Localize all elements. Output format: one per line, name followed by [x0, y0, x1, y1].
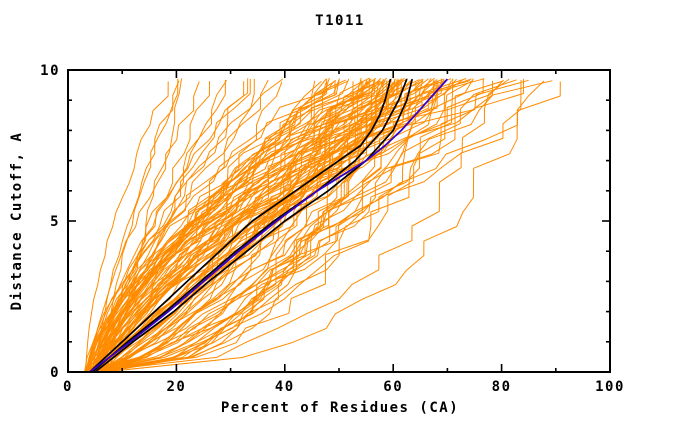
ensemble-curve — [92, 81, 245, 373]
y-tick-label: 10 — [40, 63, 60, 79]
ensemble-curve — [85, 78, 484, 373]
x-tick-label: 100 — [595, 379, 625, 395]
ensemble-curve — [92, 80, 474, 373]
ensemble-curve — [99, 81, 364, 373]
ensemble-curve — [106, 79, 529, 373]
ensemble-curve — [92, 81, 283, 373]
ensemble-curve — [103, 80, 545, 373]
ensemble-curve — [96, 80, 180, 373]
ensemble-curve — [104, 78, 396, 373]
ensemble-curve — [95, 78, 452, 373]
x-tick-label: 0 — [63, 379, 73, 395]
ensemble-curve — [102, 79, 346, 373]
x-tick-label: 80 — [492, 379, 512, 395]
ensemble-curve — [105, 80, 493, 373]
ensemble-curve — [84, 78, 249, 373]
ensemble-curve — [105, 80, 348, 373]
ensemble-curve — [94, 80, 372, 373]
ensemble-curve — [96, 79, 424, 373]
ensemble-curve — [92, 78, 510, 373]
ensemble-curve — [91, 79, 376, 373]
ensemble-curve — [91, 80, 435, 373]
highlight-curve — [89, 78, 392, 373]
ensemble-curve — [102, 81, 379, 373]
x-tick-label: 60 — [383, 379, 403, 395]
ensemble-curve — [88, 77, 362, 373]
ensemble-curve — [89, 79, 522, 373]
ensemble-curve — [86, 81, 210, 373]
ensemble-curve — [101, 78, 384, 373]
ensemble-curve — [86, 78, 454, 373]
ensemble-curve — [108, 78, 396, 373]
chart-title: T1011 — [315, 13, 365, 29]
ensemble-curve — [88, 81, 200, 373]
ensemble-curve — [91, 81, 561, 373]
ensemble-curve — [84, 81, 435, 373]
ensemble-curve — [102, 81, 364, 373]
ensemble-curve — [106, 77, 377, 373]
ensemble-curve — [105, 78, 328, 373]
highlight-curve — [94, 78, 414, 373]
highlight-curve — [91, 78, 408, 373]
reference-curve — [89, 78, 449, 373]
x-axis-label: Percent of Residues (CA) — [220, 400, 460, 416]
ensemble-curve — [104, 79, 375, 373]
y-axis-label: Distance Cutoff, A — [9, 131, 25, 311]
ensemble-curve — [97, 79, 398, 373]
x-tick-label: 40 — [275, 379, 295, 395]
y-tick-label: 0 — [50, 365, 60, 381]
y-tick-label: 5 — [50, 214, 60, 230]
ensemble-curve — [87, 77, 330, 373]
ensemble-curve — [94, 77, 436, 373]
ensemble-curve — [96, 79, 517, 373]
ensemble-curve — [102, 79, 404, 373]
ensemble-curve — [85, 81, 169, 373]
x-tick-label: 20 — [166, 379, 186, 395]
ensemble-curve — [96, 78, 251, 373]
ensemble-curve — [87, 78, 432, 373]
